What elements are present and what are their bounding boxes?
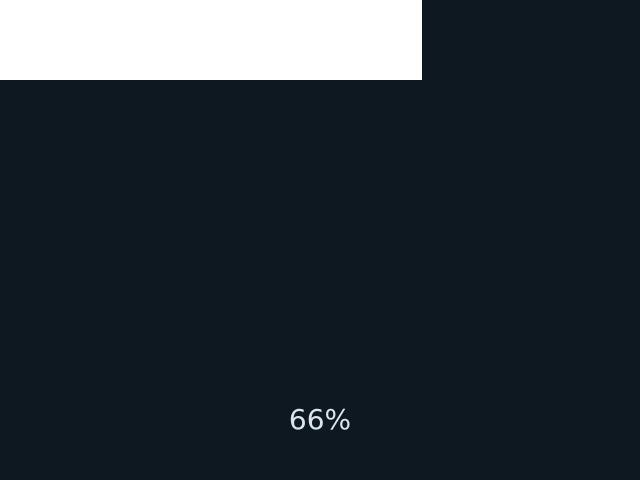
progress-percent-label: 66% bbox=[288, 403, 352, 436]
progress-bar-fill bbox=[0, 0, 423, 80]
